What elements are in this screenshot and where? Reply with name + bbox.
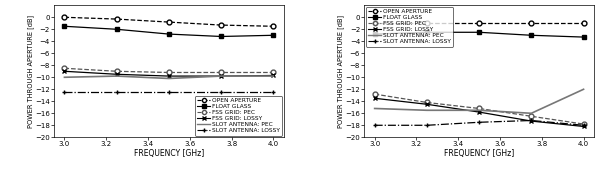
Y-axis label: POWER THROUGH APERTURE [dB]: POWER THROUGH APERTURE [dB] [27, 15, 34, 128]
Legend: OPEN APERTURE, FLOAT GLASS, FSS GRID: PEC, FSS GRID: LOSSY, SLOT ANTENNA: PEC, S: OPEN APERTURE, FLOAT GLASS, FSS GRID: PE… [195, 96, 282, 136]
X-axis label: FREQUENCY [GHz]: FREQUENCY [GHz] [134, 149, 204, 158]
X-axis label: FREQUENCY [GHz]: FREQUENCY [GHz] [444, 149, 514, 158]
Legend: OPEN APERTURE, FLOAT GLASS, FSS GRID: PEC, FSS GRID: LOSSY, SLOT ANTENNA: PEC, S: OPEN APERTURE, FLOAT GLASS, FSS GRID: PE… [366, 7, 453, 47]
Y-axis label: POWER THROUGH APERTURE [dB]: POWER THROUGH APERTURE [dB] [337, 15, 344, 128]
